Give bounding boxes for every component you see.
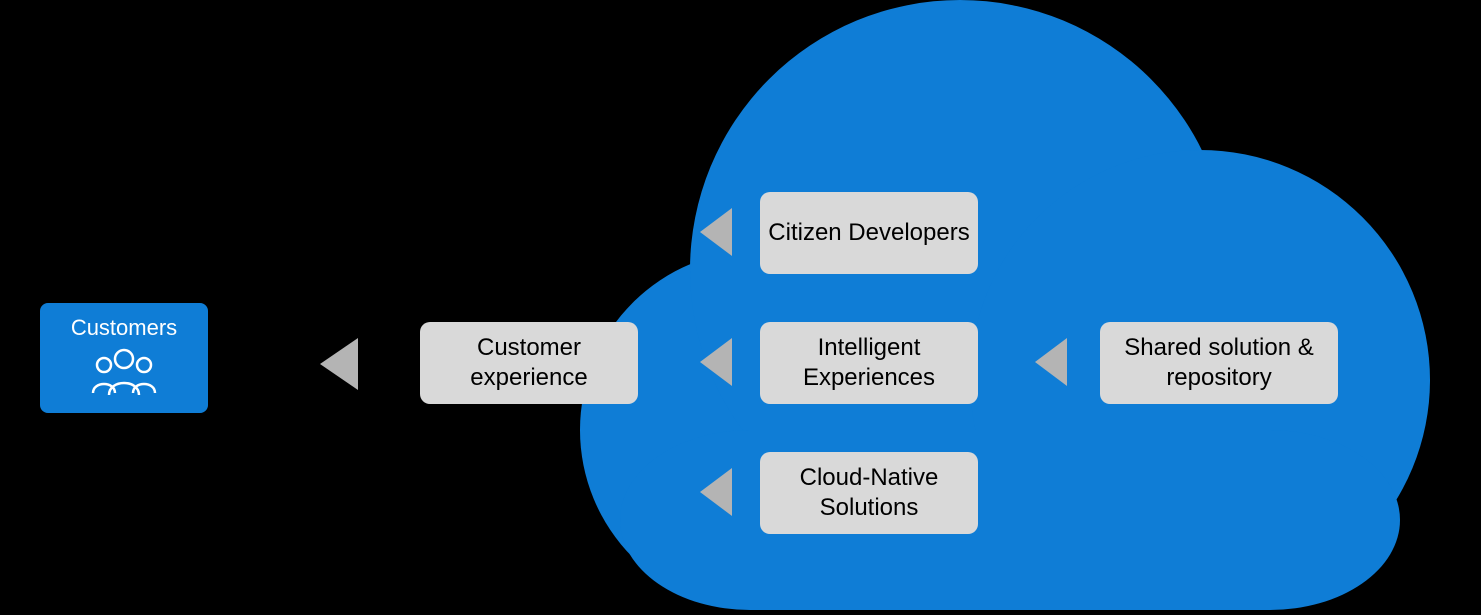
people-icon <box>89 345 159 399</box>
customer-experience-label: Customer experience <box>420 333 638 393</box>
customers-box: Customers <box>40 303 208 413</box>
cloud-shape <box>0 0 1481 615</box>
intelligent-experiences-box: Intelligent Experiences <box>760 322 978 404</box>
arrow-from-cloudnative <box>700 468 732 516</box>
diagram-stage: Customers Customer experience Citizen De… <box>0 0 1481 615</box>
customer-experience-box: Customer experience <box>420 322 638 404</box>
arrow-from-intelligent <box>700 338 732 386</box>
arrow-from-citizen <box>700 208 732 256</box>
cloud-native-box: Cloud-Native Solutions <box>760 452 978 534</box>
intelligent-experiences-label: Intelligent Experiences <box>760 333 978 393</box>
citizen-developers-label: Citizen Developers <box>768 218 969 248</box>
shared-solution-label: Shared solution & repository <box>1100 333 1338 393</box>
shared-solution-box: Shared solution & repository <box>1100 322 1338 404</box>
arrow-from-shared <box>1035 338 1067 386</box>
citizen-developers-box: Citizen Developers <box>760 192 978 274</box>
cloud-native-label: Cloud-Native Solutions <box>760 463 978 523</box>
customers-label: Customers <box>40 303 208 341</box>
arrow-to-customers <box>320 338 358 390</box>
